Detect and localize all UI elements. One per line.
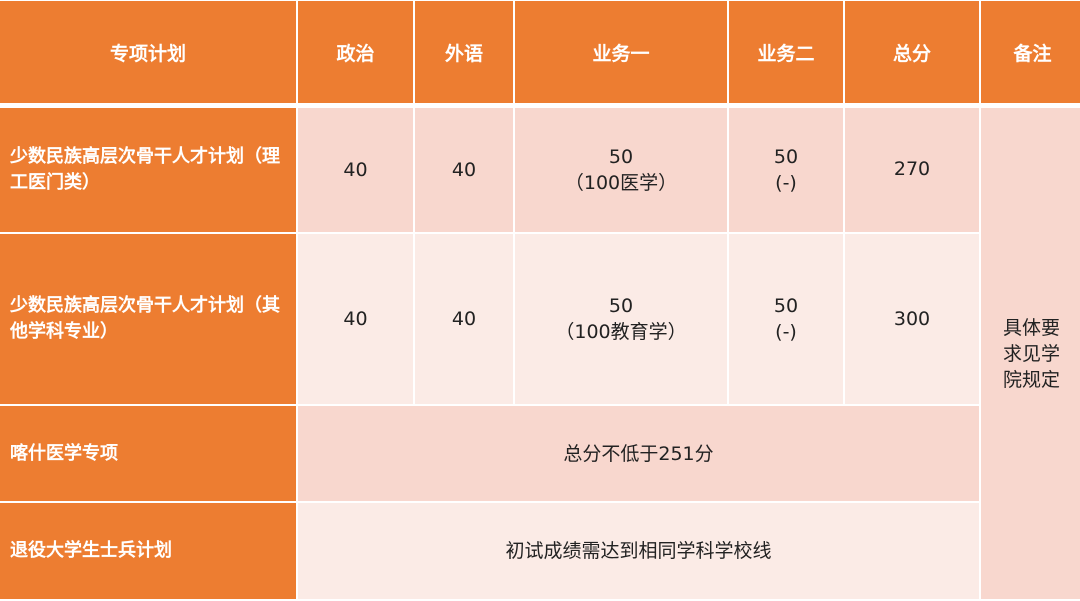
table-row: 喀什医学专项 总分不低于251分 <box>0 406 1080 501</box>
plan-cell: 退役大学生士兵计划 <box>0 503 296 599</box>
header-plan: 专项计划 <box>0 1 296 106</box>
header-total: 总分 <box>845 1 979 106</box>
politics-cell: 40 <box>298 108 413 232</box>
table-row: 少数民族高层次骨干人才计划（理工医门类） 40 40 50 （100医学） 50 (… <box>0 108 1080 599</box>
language-cell: 40 <box>415 234 513 404</box>
note-cell: 具体要求见学院规定 <box>981 108 1080 599</box>
subject1-cell: 50 （100教育学） <box>515 234 727 404</box>
subject1-cell: 50 （100医学） <box>515 108 727 232</box>
total-cell: 270 <box>845 108 979 232</box>
plan-cell: 喀什医学专项 <box>0 406 296 501</box>
language-cell: 40 <box>415 108 513 232</box>
plan-cell: 少数民族高层次骨干人才计划（其他学科专业） <box>0 234 296 404</box>
plan-cell: 少数民族高层次骨干人才计划（理工医门类） <box>0 108 296 232</box>
total-cell: 300 <box>845 234 979 404</box>
note-text: 具体要求见学院规定 <box>1003 316 1061 391</box>
header-row: 专项计划 政治 外语 业务一 业务二 总分 备注 <box>0 1 1080 106</box>
table-row: 少数民族高层次骨干人才计划（其他学科专业） 40 40 50 （100教育学） 5… <box>0 234 1080 404</box>
table-row: 退役大学生士兵计划 初试成绩需达到相同学科学校线 <box>0 503 1080 599</box>
subject2-note: (-) <box>775 172 797 194</box>
subject1-note: （100教育学） <box>555 321 687 343</box>
header-language: 外语 <box>415 1 513 106</box>
subject1-note: （100医学） <box>564 172 678 194</box>
merged-requirement-cell: 总分不低于251分 <box>298 406 979 501</box>
subject2-score: 50 <box>773 146 799 168</box>
politics-cell: 40 <box>298 234 413 404</box>
header-note: 备注 <box>981 1 1080 106</box>
header-politics: 政治 <box>298 1 413 106</box>
header-subject1: 业务一 <box>515 1 727 106</box>
subject2-cell: 50 (-) <box>729 108 843 232</box>
subject2-score: 50 <box>773 295 799 317</box>
subject1-score: 50 <box>608 295 634 317</box>
merged-requirement-cell: 初试成绩需达到相同学科学校线 <box>298 503 979 599</box>
subject2-note: (-) <box>775 321 797 343</box>
subject1-score: 50 <box>608 146 634 168</box>
header-subject2: 业务二 <box>729 1 843 106</box>
subject2-cell: 50 (-) <box>729 234 843 404</box>
